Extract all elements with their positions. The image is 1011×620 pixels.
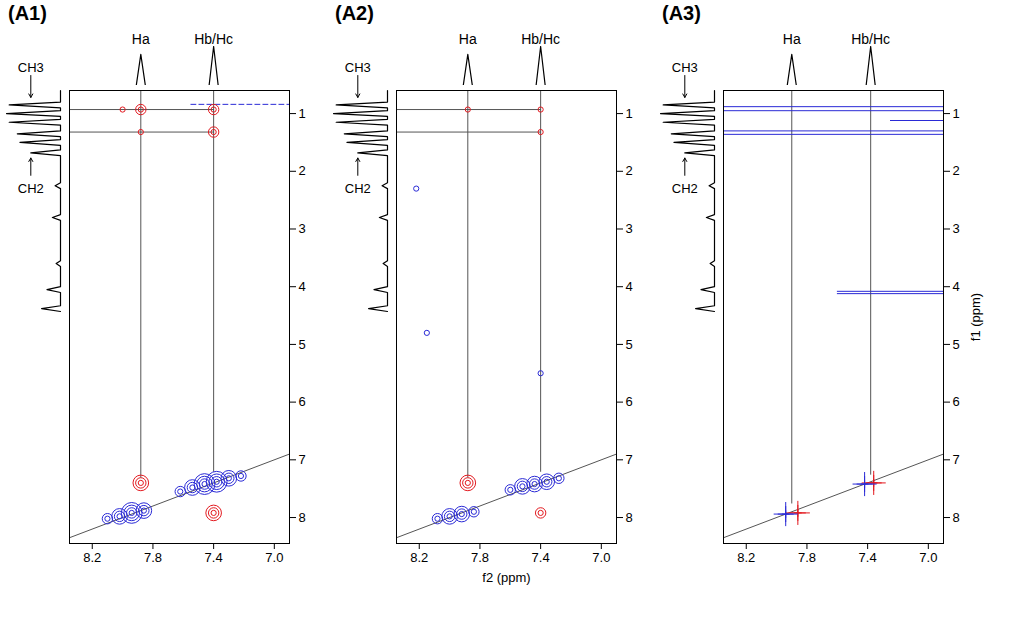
svg-text:8.2: 8.2 — [410, 550, 428, 565]
svg-text:6: 6 — [626, 394, 633, 409]
svg-text:CH2: CH2 — [345, 181, 371, 196]
svg-text:5: 5 — [299, 337, 306, 352]
svg-text:Ha: Ha — [132, 31, 150, 47]
html-text:(A3): (A3) — [662, 2, 701, 24]
svg-text:7: 7 — [953, 452, 960, 467]
svg-text:4: 4 — [953, 279, 960, 294]
svg-text:7.4: 7.4 — [205, 550, 223, 565]
svg-text:8: 8 — [626, 510, 633, 525]
svg-text:CH2: CH2 — [18, 181, 44, 196]
svg-text:8.2: 8.2 — [737, 550, 755, 565]
svg-text:3: 3 — [299, 221, 306, 236]
svg-text:5: 5 — [953, 337, 960, 352]
svg-text:7.4: 7.4 — [859, 550, 877, 565]
svg-text:7.8: 7.8 — [471, 550, 489, 565]
svg-text:8.2: 8.2 — [83, 550, 101, 565]
svg-text:CH3: CH3 — [345, 60, 371, 75]
svg-text:3: 3 — [953, 221, 960, 236]
svg-text:Ha: Ha — [783, 31, 801, 47]
svg-text:1: 1 — [953, 106, 960, 121]
svg-text:CH3: CH3 — [18, 60, 44, 75]
svg-text:6: 6 — [299, 394, 306, 409]
svg-text:2: 2 — [626, 163, 633, 178]
svg-text:1: 1 — [299, 106, 306, 121]
svg-text:Hb/Hc: Hb/Hc — [521, 31, 560, 47]
svg-text:8: 8 — [299, 510, 306, 525]
svg-text:3: 3 — [626, 221, 633, 236]
svg-text:Hb/Hc: Hb/Hc — [851, 31, 890, 47]
svg-text:Hb/Hc: Hb/Hc — [194, 31, 233, 47]
svg-text:7.4: 7.4 — [532, 550, 550, 565]
svg-text:7.8: 7.8 — [144, 550, 162, 565]
svg-text:4: 4 — [626, 279, 633, 294]
svg-text:7: 7 — [626, 452, 633, 467]
svg-text:f1 (ppm): f1 (ppm) — [968, 293, 983, 341]
svg-text:f2 (ppm): f2 (ppm) — [482, 570, 530, 585]
svg-text:8: 8 — [953, 510, 960, 525]
svg-text:2: 2 — [953, 163, 960, 178]
svg-text:CH2: CH2 — [672, 181, 698, 196]
svg-text:2: 2 — [299, 163, 306, 178]
html-text:(A1): (A1) — [8, 2, 47, 24]
svg-text:7: 7 — [299, 452, 306, 467]
svg-text:Ha: Ha — [459, 31, 477, 47]
html-text:(A2): (A2) — [335, 2, 374, 24]
svg-text:6: 6 — [953, 394, 960, 409]
svg-text:7.0: 7.0 — [919, 550, 937, 565]
svg-text:7.0: 7.0 — [265, 550, 283, 565]
svg-text:4: 4 — [299, 279, 306, 294]
svg-text:7.8: 7.8 — [798, 550, 816, 565]
svg-text:7.0: 7.0 — [592, 550, 610, 565]
svg-text:5: 5 — [626, 337, 633, 352]
svg-text:1: 1 — [626, 106, 633, 121]
svg-text:CH3: CH3 — [672, 60, 698, 75]
